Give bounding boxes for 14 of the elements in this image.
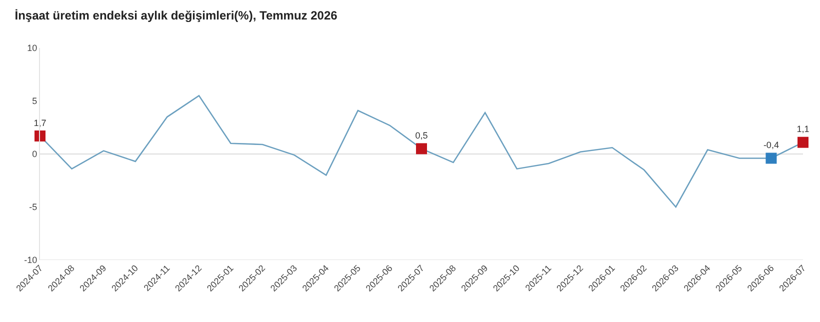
- point: [34, 130, 46, 142]
- y-tick-label: -10: [24, 255, 38, 266]
- y-tick-label: 0: [32, 149, 38, 160]
- point: [766, 152, 777, 164]
- data-label: -0,4: [763, 140, 779, 150]
- y-tick-label: -5: [29, 202, 38, 212]
- data-label: 1,1: [796, 124, 810, 134]
- point: [798, 136, 808, 148]
- y-tick-label: 5: [32, 96, 38, 106]
- point: [416, 143, 427, 154]
- data-label: 0,5: [415, 130, 428, 141]
- chart-title: İnşaat üretim endeksi aylık değişimleri(%), Temmuz 2026: [14, 8, 338, 23]
- data-label: 1,7: [34, 118, 46, 128]
- y-tick-label: 10: [27, 43, 38, 54]
